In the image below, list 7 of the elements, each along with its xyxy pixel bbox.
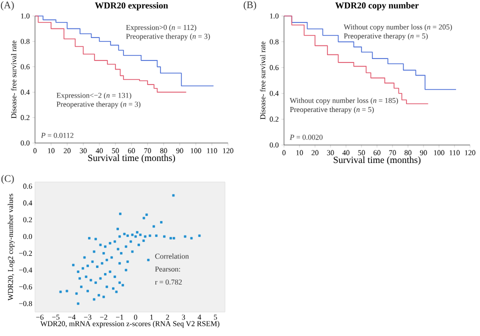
- chart-title: WDR20 expression: [94, 2, 168, 10]
- x-axis-title: Survival time (months): [88, 154, 175, 163]
- x-axis-title: Survival time (months): [334, 156, 420, 165]
- text: (C): [1, 174, 14, 184]
- chart-title: WDR20 copy number: [335, 2, 419, 10]
- text: (B): [244, 1, 256, 10]
- text: (A): [0, 1, 14, 10]
